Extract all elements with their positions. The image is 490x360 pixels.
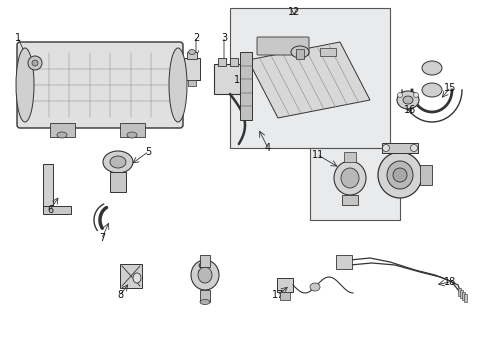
Bar xyxy=(464,294,467,302)
Text: 11: 11 xyxy=(312,150,324,160)
Bar xyxy=(43,164,53,212)
Text: 7: 7 xyxy=(99,233,105,243)
Ellipse shape xyxy=(403,96,413,104)
Bar xyxy=(460,290,463,298)
Bar xyxy=(187,52,197,59)
Bar xyxy=(43,206,71,214)
Bar xyxy=(277,278,293,292)
Bar xyxy=(184,58,200,80)
Text: 18: 18 xyxy=(444,277,456,287)
Text: 5: 5 xyxy=(145,147,151,157)
Ellipse shape xyxy=(414,93,418,98)
Bar xyxy=(230,58,238,66)
Text: 14: 14 xyxy=(274,37,286,47)
Ellipse shape xyxy=(383,144,390,152)
Ellipse shape xyxy=(310,283,320,291)
Bar xyxy=(110,172,126,192)
Text: 2: 2 xyxy=(193,33,199,43)
Bar xyxy=(214,64,242,94)
Ellipse shape xyxy=(191,260,219,290)
Bar xyxy=(280,292,290,300)
Bar xyxy=(320,48,336,56)
Bar xyxy=(120,123,145,137)
Text: 9: 9 xyxy=(197,263,203,273)
Ellipse shape xyxy=(397,93,402,98)
Text: 6: 6 xyxy=(47,205,53,215)
Ellipse shape xyxy=(200,300,210,305)
Ellipse shape xyxy=(110,156,126,168)
Text: 4: 4 xyxy=(265,143,271,153)
Ellipse shape xyxy=(422,83,442,97)
Ellipse shape xyxy=(103,151,133,173)
Bar xyxy=(230,8,390,148)
Ellipse shape xyxy=(422,61,442,75)
Text: 16: 16 xyxy=(404,105,416,115)
Bar xyxy=(200,255,210,267)
Ellipse shape xyxy=(393,168,407,182)
Ellipse shape xyxy=(189,50,196,54)
Ellipse shape xyxy=(341,168,359,188)
Bar xyxy=(458,288,461,296)
Text: 3: 3 xyxy=(221,33,227,43)
Text: 17: 17 xyxy=(272,290,284,300)
Ellipse shape xyxy=(397,91,419,109)
Bar xyxy=(240,52,252,120)
Bar xyxy=(50,123,75,137)
Bar xyxy=(336,255,352,269)
Ellipse shape xyxy=(127,132,137,138)
Text: 1: 1 xyxy=(15,33,21,43)
Bar xyxy=(218,58,226,66)
Ellipse shape xyxy=(411,144,417,152)
Ellipse shape xyxy=(57,132,67,138)
Text: 8: 8 xyxy=(117,290,123,300)
Bar xyxy=(420,165,432,185)
FancyBboxPatch shape xyxy=(17,42,183,128)
Ellipse shape xyxy=(198,267,212,283)
Bar xyxy=(120,264,142,288)
Bar xyxy=(296,49,304,59)
Bar xyxy=(342,195,358,205)
Text: 10: 10 xyxy=(418,173,430,183)
Ellipse shape xyxy=(387,161,413,189)
Ellipse shape xyxy=(169,48,187,122)
Bar xyxy=(188,80,196,86)
Ellipse shape xyxy=(28,56,42,70)
Polygon shape xyxy=(248,42,370,118)
FancyBboxPatch shape xyxy=(257,37,309,55)
Bar xyxy=(344,152,356,162)
Bar xyxy=(382,143,418,153)
Ellipse shape xyxy=(291,46,309,58)
Text: 12: 12 xyxy=(288,7,300,17)
Bar xyxy=(310,148,400,220)
Bar xyxy=(200,290,210,302)
Bar xyxy=(462,292,465,300)
Ellipse shape xyxy=(16,48,34,122)
Text: 13: 13 xyxy=(234,75,246,85)
Ellipse shape xyxy=(378,152,422,198)
Text: 15: 15 xyxy=(444,83,456,93)
Ellipse shape xyxy=(334,161,366,195)
Ellipse shape xyxy=(133,273,141,283)
Ellipse shape xyxy=(32,60,38,66)
